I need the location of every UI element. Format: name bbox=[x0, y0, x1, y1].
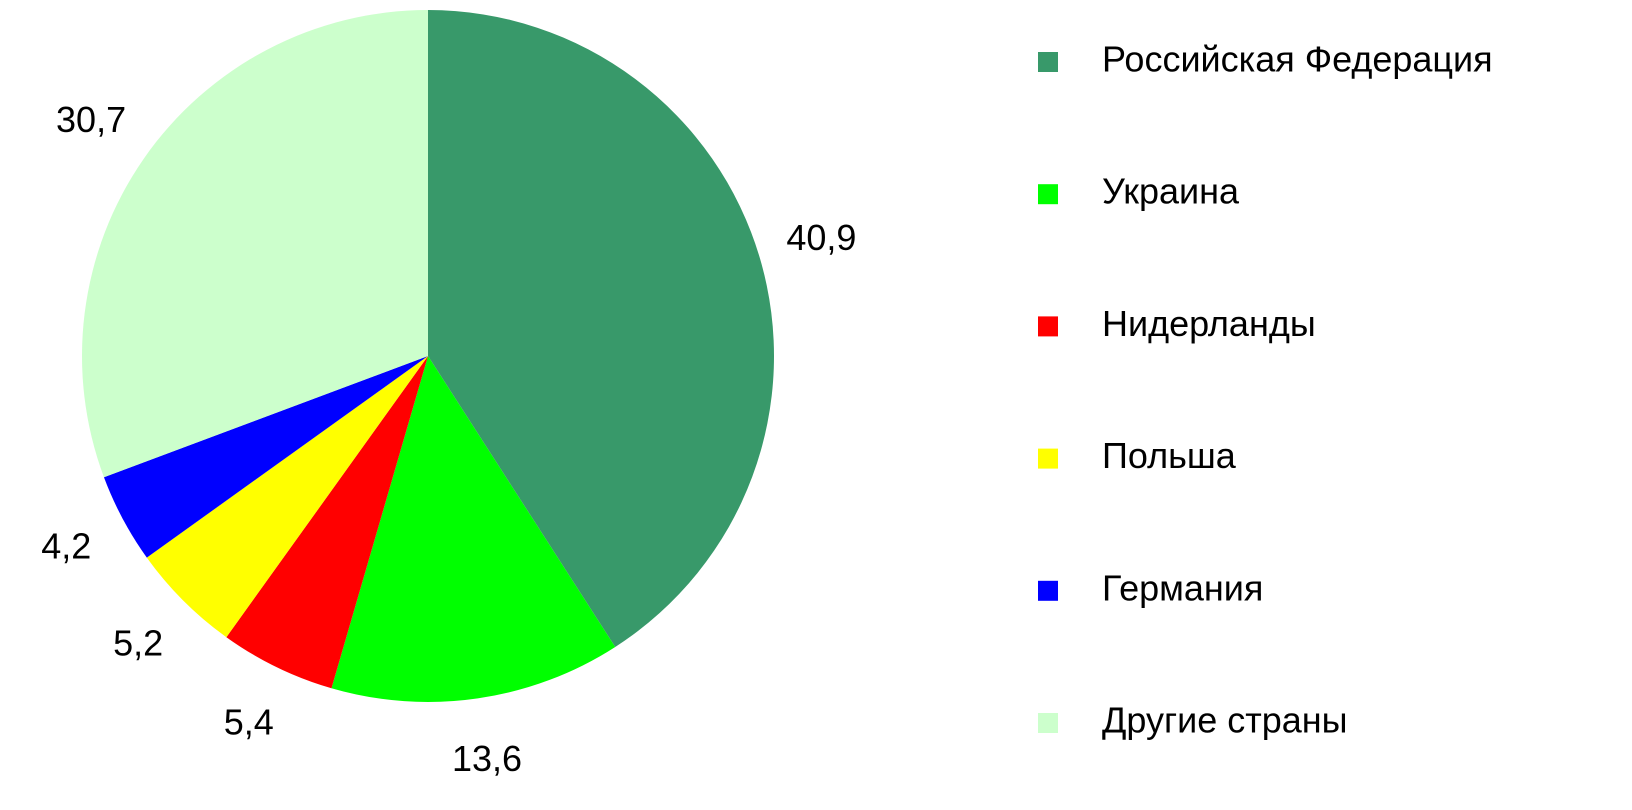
legend-swatch bbox=[1038, 448, 1058, 469]
legend-swatch bbox=[1038, 580, 1058, 601]
legend-swatch bbox=[1038, 184, 1058, 205]
pie-slice bbox=[428, 10, 774, 647]
legend-label: Германия bbox=[1102, 567, 1263, 608]
data-label: 30,7 bbox=[56, 99, 126, 140]
legend-label: Польша bbox=[1102, 435, 1237, 476]
pie-slice bbox=[103, 356, 429, 558]
legend-label: Украина bbox=[1102, 171, 1240, 212]
data-label: 40,9 bbox=[786, 217, 856, 258]
data-label: 5,2 bbox=[113, 622, 163, 663]
data-label: 4,2 bbox=[41, 526, 91, 567]
legend-swatch bbox=[1038, 316, 1058, 337]
pie-slice bbox=[331, 356, 616, 702]
legend-swatch bbox=[1038, 52, 1058, 72]
data-label: 5,4 bbox=[224, 701, 274, 742]
pie-slice bbox=[146, 356, 429, 638]
pie-slice bbox=[82, 10, 429, 478]
legend-swatch bbox=[1038, 713, 1058, 733]
legend-label: Нидерланды bbox=[1102, 303, 1316, 344]
pie-slice bbox=[226, 356, 428, 689]
legend-label: Российская Федерация bbox=[1102, 39, 1493, 80]
data-label: 13,6 bbox=[452, 738, 522, 779]
legend-label: Другие страны bbox=[1102, 700, 1348, 741]
